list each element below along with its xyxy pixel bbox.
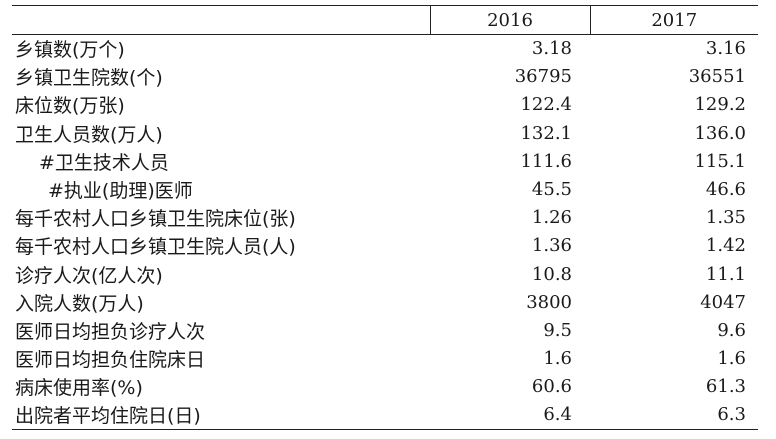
value-2016: 3.18 — [531, 38, 572, 60]
table-header: 2016 2017 — [12, 5, 758, 35]
value-2016: 6.4 — [430, 400, 590, 430]
value-2017: 61.3 — [705, 376, 746, 398]
row-label: 出院者平均住院日(日) — [12, 400, 430, 430]
table-row: 入院人数(万人) 3800 4047 — [12, 288, 758, 316]
row-label: 入院人数(万人) — [15, 292, 144, 315]
table-row: #卫生技术人员 111.6 115.1 — [12, 147, 758, 175]
value-2016: 3800 — [526, 291, 572, 313]
table-row: 病床使用率(%) 60.6 61.3 — [12, 373, 758, 401]
row-label: 床位数(万张) — [15, 95, 125, 118]
statistics-table-container: 2016 2017 乡镇数(万个) 3.18 3.16 乡镇卫生院数(个) 36795 3… — [12, 5, 758, 430]
value-2017: 6.3 — [590, 400, 758, 430]
value-2016: 45.5 — [531, 179, 572, 201]
value-2016: 1.6 — [543, 348, 572, 370]
table-row: 诊疗人次(亿人次) 10.8 11.1 — [12, 260, 758, 288]
row-label: 每千农村人口乡镇卫生院人员(人) — [15, 236, 296, 259]
township-health-statistics-table: 2016 2017 乡镇数(万个) 3.18 3.16 乡镇卫生院数(个) 36795 3… — [12, 5, 758, 430]
value-2016: 1.26 — [531, 207, 572, 229]
row-label: 诊疗人次(亿人次) — [15, 264, 163, 287]
table-row: 每千农村人口乡镇卫生院人员(人) 1.36 1.42 — [12, 232, 758, 260]
value-2016: 9.5 — [543, 319, 572, 341]
value-2017: 3.16 — [705, 38, 746, 60]
value-2017: 36551 — [688, 66, 746, 88]
table-row: 卫生人员数(万人) 132.1 136.0 — [12, 119, 758, 147]
row-label: 医师日均担负诊疗人次 — [15, 320, 206, 343]
value-2017: 115.1 — [694, 150, 746, 172]
row-label: 乡镇数(万个) — [15, 39, 125, 62]
row-label: 乡镇卫生院数(个) — [15, 67, 163, 90]
value-2017: 1.42 — [705, 235, 746, 257]
table-row: 乡镇卫生院数(个) 36795 36551 — [12, 63, 758, 91]
table-row: 医师日均担负诊疗人次 9.5 9.6 — [12, 316, 758, 344]
row-label: 医师日均担负住院床日 — [15, 349, 206, 372]
row-label: #卫生技术人员 — [39, 151, 169, 174]
table-row: 出院者平均住院日(日) 6.4 6.3 — [12, 400, 758, 430]
value-2017: 4047 — [700, 291, 746, 313]
table-row: 乡镇数(万个) 3.18 3.16 — [12, 35, 758, 63]
value-2016: 1.36 — [531, 235, 572, 257]
header-indicator-cell — [12, 5, 430, 35]
table-body: 乡镇数(万个) 3.18 3.16 乡镇卫生院数(个) 36795 36551 床位数(万张… — [12, 35, 758, 430]
row-label: 病床使用率(%) — [15, 377, 143, 400]
row-label: 每千农村人口乡镇卫生院床位(张) — [15, 208, 296, 231]
value-2017: 1.35 — [705, 207, 746, 229]
value-2016: 36795 — [514, 66, 572, 88]
table-row: 医师日均担负住院床日 1.6 1.6 — [12, 345, 758, 373]
value-2016: 132.1 — [520, 122, 572, 144]
header-year-2017: 2017 — [589, 5, 758, 35]
value-2017: 129.2 — [694, 94, 746, 116]
table-row: 床位数(万张) 122.4 129.2 — [12, 91, 758, 119]
header-year-2016: 2016 — [429, 5, 590, 35]
value-2017: 46.6 — [705, 179, 746, 201]
value-2016: 10.8 — [531, 263, 572, 285]
table-row: 每千农村人口乡镇卫生院床位(张) 1.26 1.35 — [12, 204, 758, 232]
value-2017: 9.6 — [717, 319, 746, 341]
header-row: 2016 2017 — [12, 5, 758, 35]
table-row: #执业(助理)医师 45.5 46.6 — [12, 175, 758, 203]
value-2016: 111.6 — [520, 150, 572, 172]
row-label: #执业(助理)医师 — [48, 180, 193, 203]
value-2016: 60.6 — [531, 376, 572, 398]
value-2017: 11.1 — [705, 263, 746, 285]
value-2017: 136.0 — [694, 122, 746, 144]
value-2017: 1.6 — [717, 348, 746, 370]
value-2016: 122.4 — [520, 94, 572, 116]
row-label: 卫生人员数(万人) — [15, 123, 163, 146]
